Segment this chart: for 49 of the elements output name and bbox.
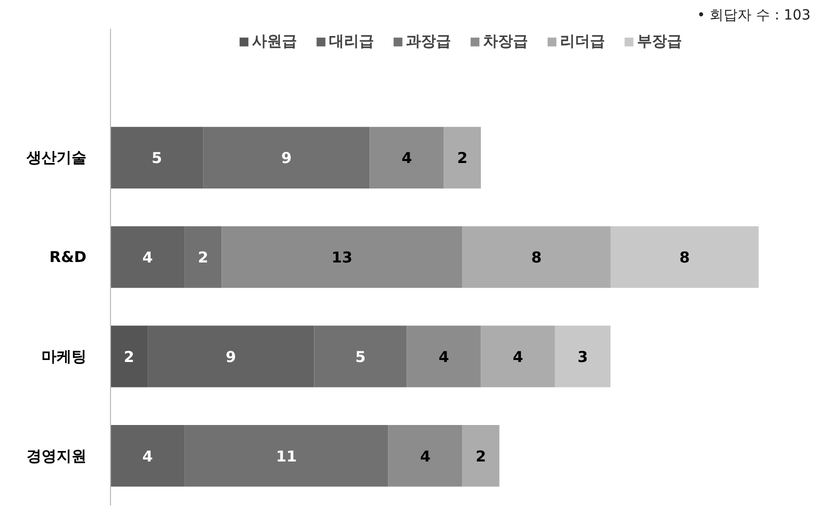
bar — [388, 425, 462, 487]
bar — [480, 326, 555, 388]
data-label: 4 — [438, 348, 450, 366]
text: • 회답자 수 : 103 — [697, 8, 811, 24]
data-label: 3 — [578, 348, 588, 366]
bar — [203, 126, 370, 188]
legend-label: 대리급 — [329, 32, 374, 51]
y-tick-label: 마케팅 — [42, 347, 86, 366]
data-label: 13 — [332, 248, 352, 267]
bar — [110, 425, 185, 487]
data-label: 2 — [457, 149, 468, 168]
bar — [184, 425, 388, 487]
bar — [110, 126, 204, 188]
data-label: 4 — [420, 447, 431, 466]
bar — [110, 226, 185, 288]
bar — [462, 425, 500, 487]
bar — [406, 326, 481, 388]
bar — [462, 226, 610, 288]
bar — [554, 326, 610, 388]
data-label: 4 — [142, 447, 153, 466]
data-label: 2 — [124, 348, 134, 366]
data-label: 2 — [476, 447, 486, 466]
bar — [148, 326, 314, 388]
y-tick-label: 경영지원 — [26, 446, 86, 465]
bar — [314, 326, 407, 388]
bar — [370, 126, 444, 188]
data-label: 8 — [531, 248, 542, 267]
bar — [610, 226, 759, 288]
data-label: 8 — [679, 248, 690, 267]
legend-label: 리더급 — [560, 32, 605, 51]
legend-label: 과장급 — [406, 32, 451, 51]
data-label: 5 — [152, 149, 162, 168]
data-label: 9 — [281, 149, 292, 168]
bar — [184, 226, 222, 288]
data-label: 5 — [355, 348, 366, 366]
legend-label: 사원급 — [252, 32, 297, 51]
data-label: 4 — [512, 348, 524, 366]
data-label: 11 — [276, 447, 297, 466]
legend-label: 차장급 — [483, 32, 528, 51]
y-tick-label: R&D — [49, 248, 87, 266]
data-label: 9 — [226, 348, 236, 366]
bar — [110, 326, 148, 388]
bar — [222, 226, 462, 288]
data-label: 4 — [142, 248, 153, 267]
bar — [444, 126, 481, 188]
legend-label: 부장급 — [637, 32, 682, 51]
data-label: 2 — [198, 248, 208, 267]
y-tick-label: 생산기술 — [26, 148, 86, 167]
data-label: 4 — [402, 149, 412, 168]
